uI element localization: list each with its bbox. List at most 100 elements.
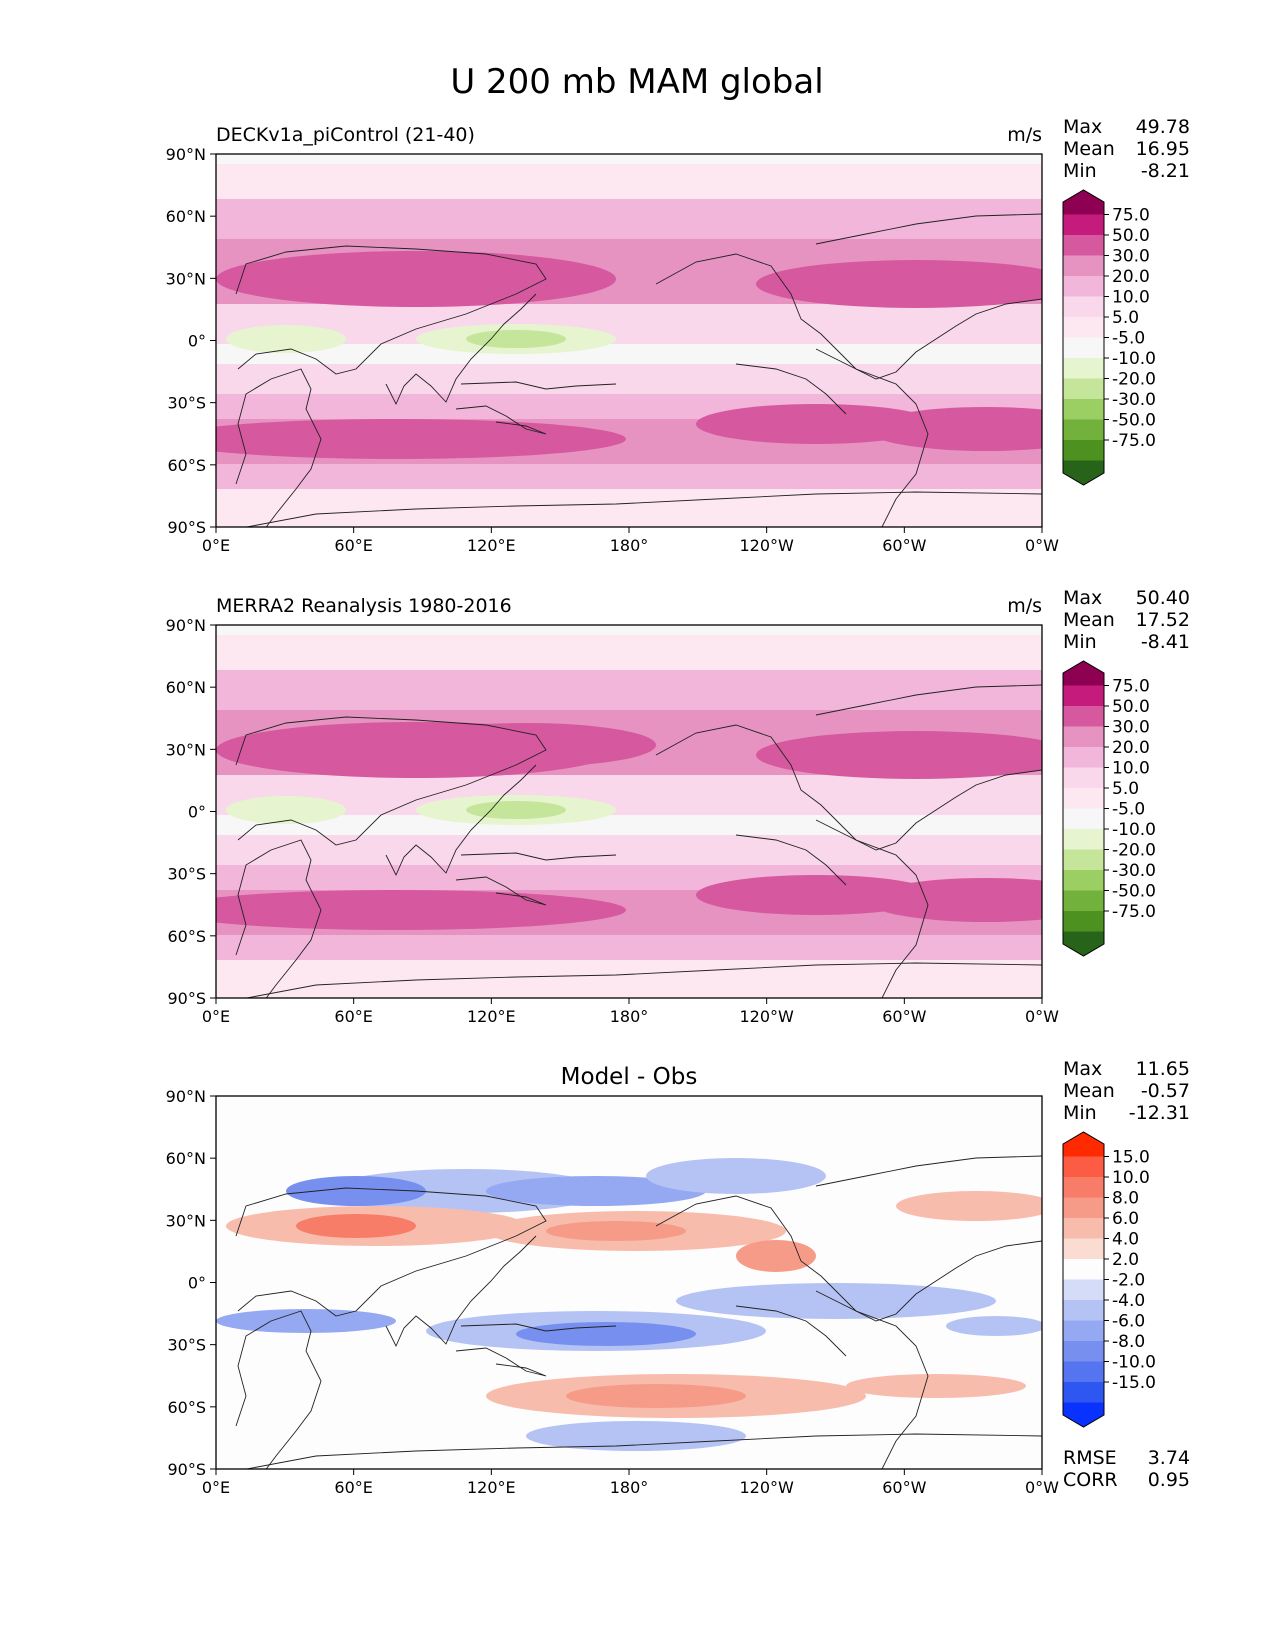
coastline	[455, 405, 547, 435]
lon-tick-label: 0°W	[1025, 1007, 1059, 1026]
lat-tick-label: 60°S	[167, 927, 206, 946]
stat-value: 3.74	[1148, 1447, 1190, 1469]
colorbar-segment	[1063, 931, 1104, 956]
colorbar: 75.050.030.020.010.05.0-5.0-10.0-20.0-30…	[1062, 189, 1156, 486]
lat-tick-label: 60°S	[167, 456, 206, 475]
colorbar-segment	[1063, 747, 1104, 768]
colorbar-segment	[1063, 276, 1104, 297]
colorbar-segment	[1063, 870, 1104, 891]
lon-tick-label: 0°E	[202, 536, 230, 555]
north-american-jet	[756, 260, 1042, 308]
panel-diff: Model - Obs Max 11.65 Mean -0.57 Min -12.31 RMS…	[166, 1058, 1190, 1497]
lon-tick-label: 60°W	[882, 1478, 926, 1497]
figure-title: U 200 mb MAM global	[450, 62, 823, 102]
colorbar-segment	[1063, 726, 1104, 747]
contour-band	[216, 775, 1042, 815]
lon-tick-label: 60°W	[882, 1007, 926, 1026]
colorbar-segment	[1063, 1177, 1104, 1198]
lon-tick-label: 120°W	[739, 1007, 794, 1026]
contour-blob	[516, 1322, 696, 1346]
lat-tick-label: 90°S	[167, 989, 206, 1008]
colorbar-label: 10.0	[1112, 1168, 1150, 1188]
colorbar-label: 5.0	[1112, 779, 1139, 799]
stat-value: 49.78	[1136, 116, 1190, 138]
lat-tick-label: 30°S	[167, 394, 206, 413]
lon-tick-label: 60°E	[334, 1478, 372, 1497]
stat-label: RMSE	[1063, 1447, 1117, 1469]
stat-label: Mean	[1063, 1080, 1115, 1102]
colorbar-segment	[1063, 399, 1104, 420]
colorbar-label: 15.0	[1112, 1148, 1150, 1168]
colorbar-segment	[1063, 1300, 1104, 1321]
lon-tick-label: 180°	[610, 1478, 649, 1497]
colorbar-segment	[1063, 661, 1104, 686]
colorbar-label: -5.0	[1112, 800, 1145, 820]
lat-tick-label: 30°N	[166, 740, 206, 759]
colorbar-label: -10.0	[1112, 820, 1156, 840]
lat-tick-label: 60°N	[166, 1149, 206, 1168]
colorbar-segment	[1063, 1238, 1104, 1259]
southern-jet	[216, 419, 626, 459]
lat-tick-label: 90°S	[167, 1460, 206, 1479]
coastline	[235, 716, 547, 846]
colorbar-segment	[1063, 767, 1104, 788]
coastline	[385, 293, 537, 406]
coastline	[460, 381, 617, 390]
coastline	[235, 839, 322, 998]
colorbar-label: -6.0	[1112, 1312, 1145, 1332]
lat-tick-label: 30°N	[166, 269, 206, 288]
colorbar-segment	[1063, 296, 1104, 317]
subtropical-jet	[216, 251, 616, 307]
colorbar-label: 75.0	[1112, 677, 1150, 697]
coastline	[460, 1323, 617, 1332]
colorbar-segment	[1063, 1132, 1104, 1157]
lon-tick-label: 120°E	[467, 1007, 516, 1026]
stat-label: Max	[1063, 1058, 1102, 1080]
southern-jet	[216, 890, 626, 930]
stat-value: 16.95	[1136, 138, 1190, 160]
coastline	[735, 834, 847, 886]
stat-label: Min	[1063, 631, 1097, 653]
colorbar-segment	[1063, 1320, 1104, 1341]
colorbar-label: -30.0	[1112, 861, 1156, 881]
contour-blob	[286, 1176, 426, 1206]
colorbar-segment	[1063, 378, 1104, 399]
lat-tick-label: 60°S	[167, 1398, 206, 1417]
lon-tick-label: 0°W	[1025, 536, 1059, 555]
stat-value: -8.41	[1141, 631, 1190, 653]
stat-label: Mean	[1063, 609, 1115, 631]
colorbar-label: 30.0	[1112, 718, 1150, 738]
easterly-region	[226, 796, 346, 824]
stat-value: -8.21	[1141, 160, 1190, 182]
contour-blob	[296, 1214, 416, 1238]
stat-label: Mean	[1063, 138, 1115, 160]
lon-tick-label: 120°W	[739, 536, 794, 555]
contour-band	[216, 304, 1042, 344]
lat-tick-label: 90°N	[166, 616, 206, 635]
contour-band	[216, 835, 1042, 865]
colorbar-label: 4.0	[1112, 1230, 1139, 1250]
contour-band	[216, 164, 1042, 199]
colorbar-segment	[1063, 911, 1104, 932]
colorbar-segment	[1063, 255, 1104, 276]
panel-title: DECKv1a_piControl (21-40)	[216, 124, 475, 146]
coastline	[235, 1310, 322, 1469]
lat-tick-label: 0°	[188, 1274, 206, 1293]
lon-tick-label: 60°W	[882, 536, 926, 555]
coastline	[244, 491, 1042, 527]
contour-band	[216, 489, 1042, 527]
lon-tick-label: 0°E	[202, 1478, 230, 1497]
coastline	[235, 368, 322, 527]
colorbar-label: 5.0	[1112, 308, 1139, 328]
colorbar-label: 10.0	[1112, 288, 1150, 308]
colorbar-segment	[1063, 706, 1104, 727]
panel-obs: MERRA2 Reanalysis 1980-2016 m/s Max 50.40 Me…	[166, 587, 1190, 1026]
colorbar-label: -30.0	[1112, 390, 1156, 410]
colorbar-label: -2.0	[1112, 1271, 1145, 1291]
lat-tick-label: 90°N	[166, 145, 206, 164]
coastline	[815, 1290, 929, 1469]
colorbar-segment	[1063, 460, 1104, 485]
colorbar-label: 50.0	[1112, 697, 1150, 717]
colorbar-segment	[1063, 235, 1104, 256]
east-asian-jet	[396, 723, 656, 767]
